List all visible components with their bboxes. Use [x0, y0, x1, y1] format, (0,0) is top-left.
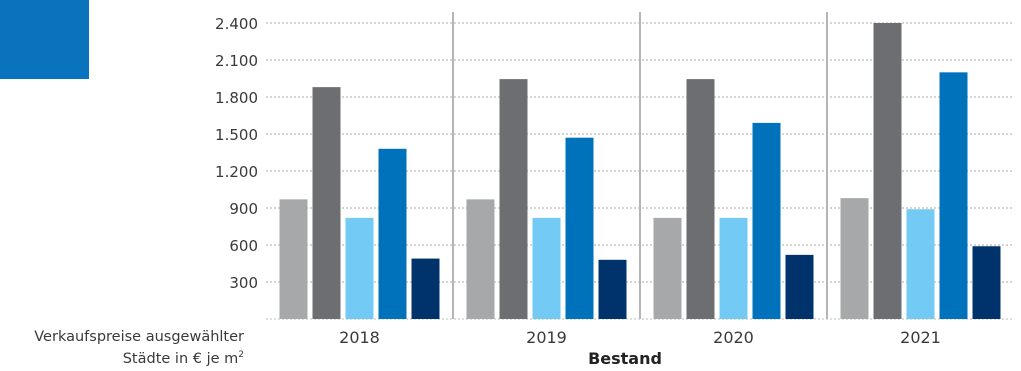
bar-2019-series-3 [532, 217, 561, 319]
y-tick-label: 600 [229, 237, 258, 255]
bar-2021-series-1 [840, 198, 869, 319]
y-tick-label: 300 [229, 274, 258, 292]
y-axis-caption: Verkaufspreise ausgewählter Städte in € … [34, 328, 244, 368]
bar-2019-series-5 [598, 259, 627, 319]
y-axis-caption-superscript: 2 [238, 350, 244, 360]
bars [279, 23, 1001, 320]
bar-2018-series-2 [312, 87, 341, 319]
bar-2020-series-1 [653, 217, 682, 319]
y-axis-ticks: 300 600 900 1.200 1.500 1.800 2.100 2.400 [215, 15, 258, 292]
bar-2020-series-2 [686, 79, 715, 319]
x-axis-title: Bestand [588, 349, 662, 368]
y-tick-label: 2.100 [215, 52, 258, 70]
bar-2020-series-5 [785, 254, 814, 319]
x-category-label: 2021 [900, 328, 941, 347]
y-tick-label: 900 [229, 200, 258, 218]
x-category-label: 2019 [526, 328, 567, 347]
bar-2018-series-5 [411, 258, 440, 319]
x-category-label: 2018 [339, 328, 380, 347]
bar-2021-series-2 [873, 23, 902, 319]
y-axis-caption-line2-text: Städte in € je m [122, 350, 239, 367]
y-tick-label: 1.200 [215, 163, 258, 181]
x-category-label: 2020 [713, 328, 754, 347]
bar-2021-series-5 [972, 246, 1001, 319]
y-tick-label: 2.400 [215, 15, 258, 33]
bar-2018-series-4 [378, 148, 407, 319]
group-separators [452, 12, 828, 319]
bar-2019-series-2 [499, 79, 528, 319]
bar-2018-series-1 [279, 199, 308, 319]
bar-2021-series-3 [906, 209, 935, 319]
bar-2020-series-4 [752, 122, 781, 320]
bar-2021-series-4 [939, 72, 968, 319]
y-tick-label: 1.800 [215, 89, 258, 107]
bar-2018-series-3 [345, 217, 374, 319]
y-tick-label: 1.500 [215, 126, 258, 144]
y-axis-caption-line1: Verkaufspreise ausgewählter [34, 329, 244, 345]
bar-2019-series-1 [466, 199, 495, 319]
bar-2020-series-3 [719, 217, 748, 319]
accent-color-block [0, 0, 89, 79]
x-axis-categories: 2018 2019 2020 2021 [339, 328, 941, 347]
bar-2019-series-4 [565, 137, 594, 319]
y-axis-caption-line2: Städte in € je m2 [34, 346, 244, 368]
